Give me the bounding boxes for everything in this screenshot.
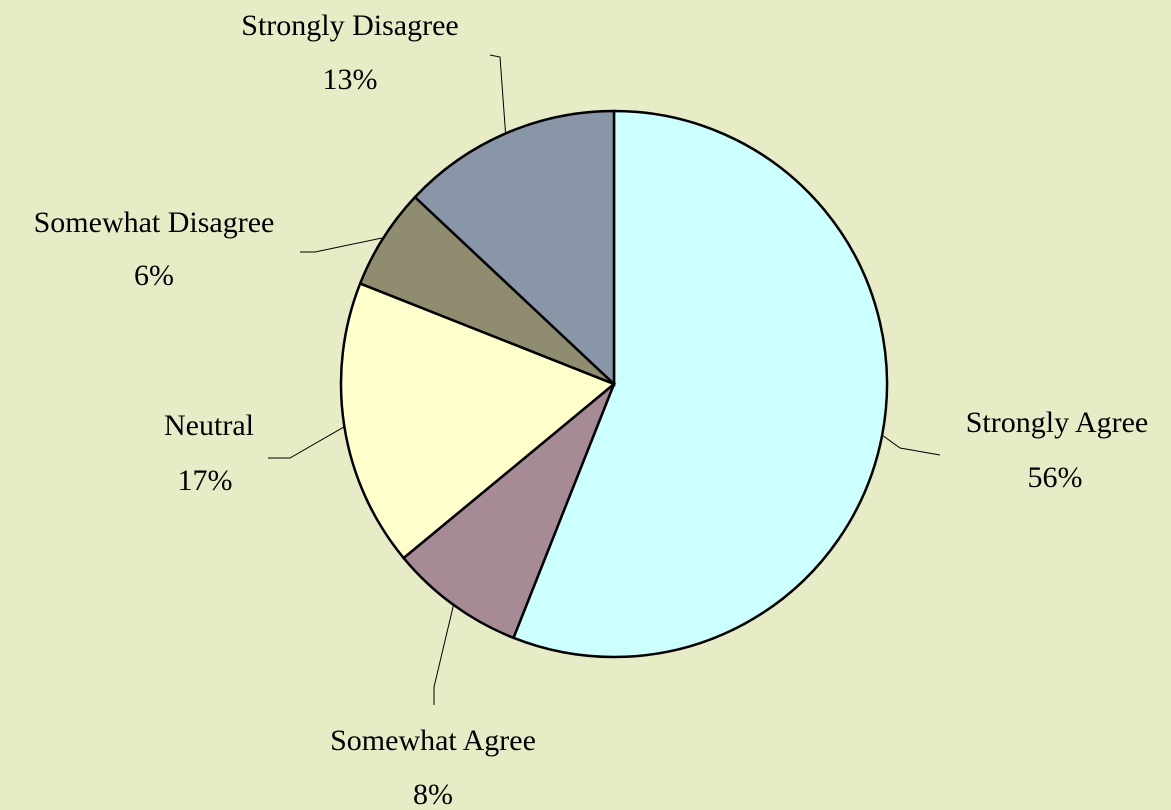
slice-value-label: 8%: [413, 778, 453, 810]
pie-slice: [413, 109, 616, 387]
slice-label: Somewhat Agree: [330, 724, 536, 757]
slice-value-label: 56%: [1028, 461, 1083, 494]
slice-label: Somewhat Disagree: [34, 206, 275, 239]
leader-line: [433, 604, 455, 705]
leader-line: [881, 434, 941, 456]
leader-line: [268, 426, 345, 459]
slice-label: Neutral: [164, 409, 254, 442]
slice-label: Strongly Disagree: [241, 9, 458, 42]
slice-value-label: 13%: [323, 63, 378, 96]
leader-line: [300, 237, 384, 253]
leader-line: [489, 54, 507, 134]
slice-value-label: 6%: [134, 259, 174, 292]
slice-value-label: 17%: [178, 464, 233, 497]
pie-slice: [511, 109, 889, 659]
slice-label: Strongly Agree: [966, 406, 1148, 439]
